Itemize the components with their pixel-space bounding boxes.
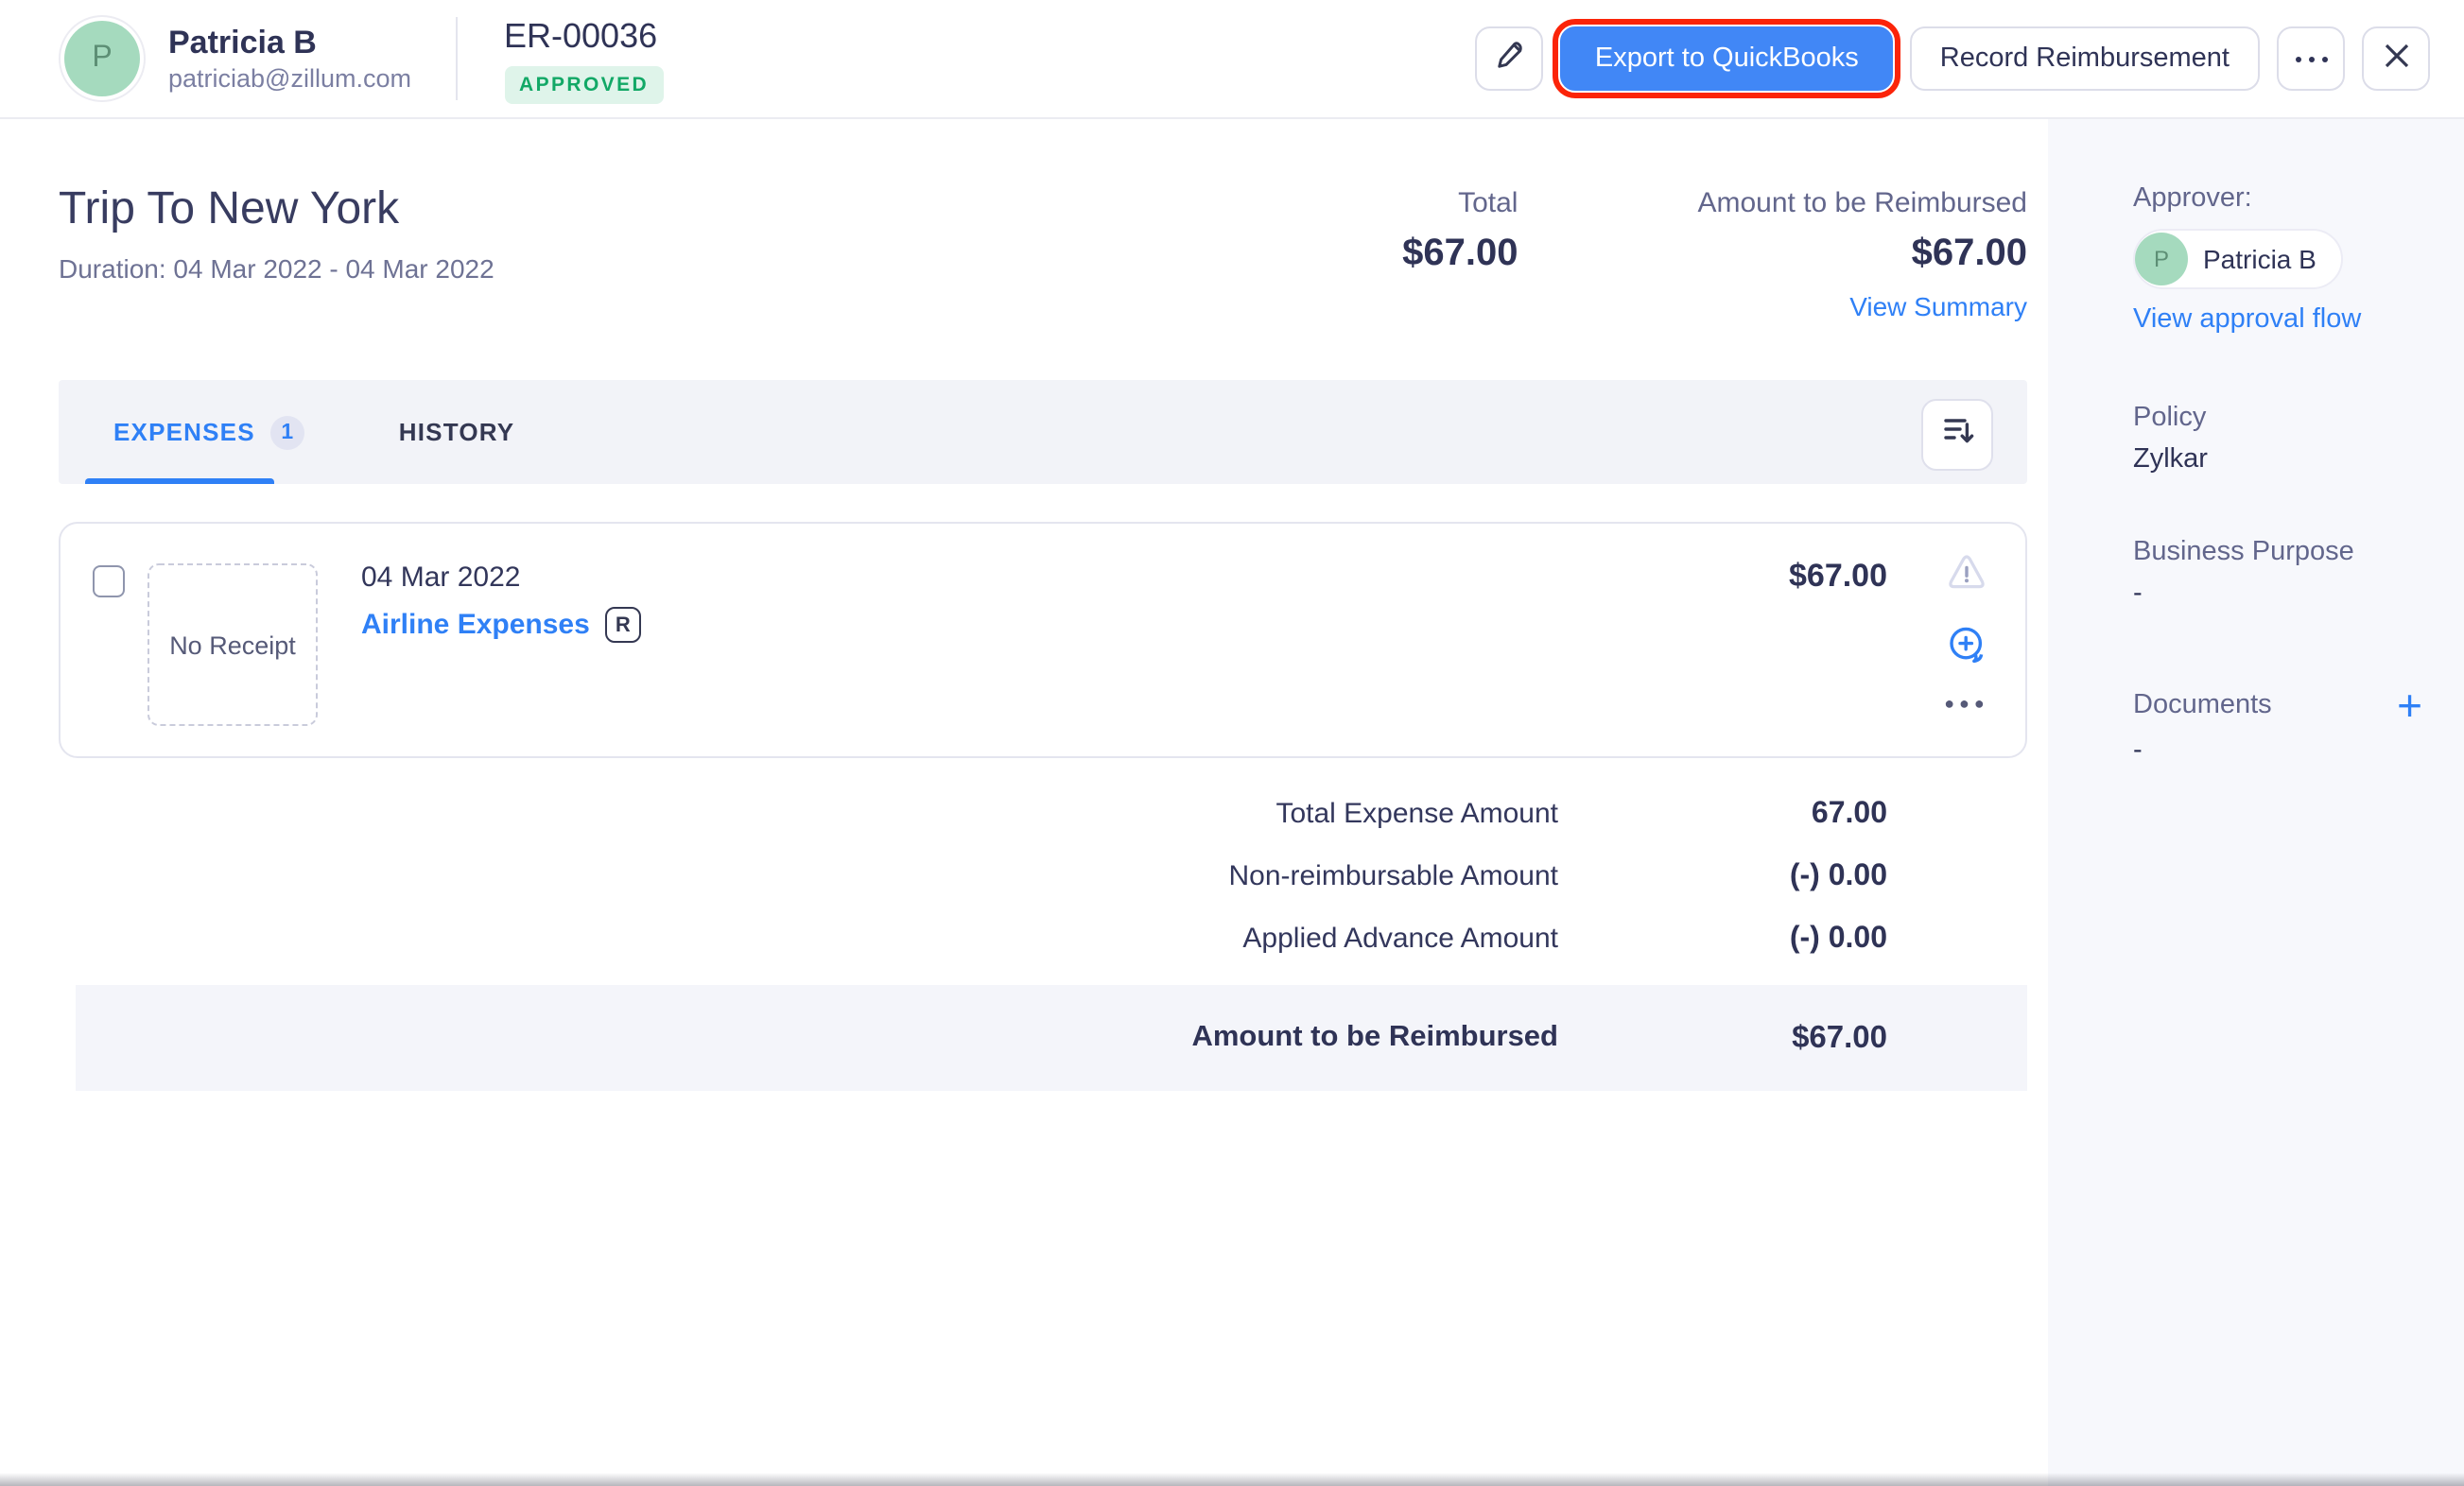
documents-label: Documents bbox=[2133, 690, 2272, 720]
ellipsis-icon bbox=[2295, 56, 2327, 61]
reimburse-block: Amount to be Reimbursed $67.00 View Summ… bbox=[1697, 185, 2027, 321]
expense-checkbox[interactable] bbox=[93, 565, 125, 597]
user-name: Patricia B bbox=[168, 24, 317, 60]
divider bbox=[455, 17, 457, 100]
band-label: Amount to be Reimbursed bbox=[1191, 1021, 1558, 1053]
active-tab-underline bbox=[85, 478, 274, 484]
report-sidebar: Approver: P Patricia B View approval flo… bbox=[2048, 119, 2464, 1486]
amount-to-be-reimbursed-value: $67.00 bbox=[1911, 233, 2027, 274]
total-label: Total bbox=[1458, 187, 1518, 219]
report-title: Trip To New York bbox=[59, 183, 400, 234]
documents-value: - bbox=[2133, 735, 2143, 766]
total-block: Total $67.00 bbox=[1402, 185, 1518, 321]
approver-name: Patricia B bbox=[2203, 244, 2317, 274]
policy-label: Policy bbox=[2133, 403, 2207, 433]
amount-to-be-reimbursed-band: Amount to be Reimbursed $67.00 bbox=[76, 985, 2027, 1091]
export-to-quickbooks-button[interactable]: Export to QuickBooks bbox=[1553, 19, 1900, 98]
summary-label: Total Expense Amount bbox=[1275, 798, 1558, 830]
status-badge: APPROVED bbox=[504, 65, 665, 103]
approver-pill: P Patricia B bbox=[2133, 229, 2343, 289]
expenses-count-badge: 1 bbox=[269, 415, 304, 449]
view-approval-flow-link[interactable]: View approval flow bbox=[2133, 304, 2362, 335]
summary-value: (-) 0.00 bbox=[1789, 860, 1887, 892]
summary-label: Applied Advance Amount bbox=[1242, 923, 1558, 955]
policy-value: Zylkar bbox=[2133, 444, 2208, 475]
band-value: $67.00 bbox=[1792, 1020, 1887, 1054]
edit-button[interactable] bbox=[1475, 26, 1544, 91]
business-purpose-value: - bbox=[2133, 579, 2143, 609]
sort-descending-icon bbox=[1939, 412, 1975, 458]
expense-row: No Receipt 04 Mar 2022 Airline Expenses … bbox=[59, 522, 2027, 758]
close-icon bbox=[2382, 41, 2410, 77]
reimbursable-badge: R bbox=[604, 607, 641, 643]
expense-amount: $67.00 bbox=[1789, 558, 1887, 594]
sort-button[interactable] bbox=[1921, 399, 1993, 471]
user-email: patriciab@zillum.com bbox=[168, 63, 411, 92]
summary-value: 67.00 bbox=[1811, 798, 1887, 830]
approver-label: Approver: bbox=[2133, 183, 2252, 214]
tab-expenses[interactable]: EXPENSES 1 bbox=[87, 380, 331, 484]
avatar-initial: P bbox=[92, 42, 113, 74]
report-id: ER-00036 bbox=[504, 16, 658, 54]
warning-triangle-icon bbox=[1944, 550, 1989, 605]
summary-section: Total Expense Amount 67.00 Non-reimbursa… bbox=[59, 798, 2027, 957]
add-comment-icon[interactable] bbox=[1944, 622, 1989, 677]
record-reimbursement-button[interactable]: Record Reimbursement bbox=[1909, 26, 2260, 91]
total-value: $67.00 bbox=[1402, 233, 1518, 274]
pencil-icon bbox=[1494, 39, 1526, 78]
close-button[interactable] bbox=[2362, 26, 2430, 91]
tab-history-label: HISTORY bbox=[398, 418, 515, 446]
no-receipt-label: No Receipt bbox=[169, 631, 296, 659]
row-more-actions[interactable]: ●●● bbox=[1944, 694, 1989, 713]
report-detail-panel: Trip To New York Duration: 04 Mar 2022 -… bbox=[0, 119, 2048, 1486]
more-actions-button[interactable] bbox=[2277, 26, 2345, 91]
bottom-shade bbox=[0, 1473, 2464, 1486]
summary-label: Non-reimbursable Amount bbox=[1228, 860, 1558, 892]
expense-category-link[interactable]: Airline Expenses bbox=[361, 609, 590, 641]
tab-expenses-label: EXPENSES bbox=[113, 418, 255, 446]
add-document-button[interactable]: + bbox=[2397, 681, 2422, 730]
expense-date: 04 Mar 2022 bbox=[361, 562, 521, 594]
no-receipt-box[interactable]: No Receipt bbox=[147, 563, 318, 726]
approver-avatar: P bbox=[2135, 233, 2188, 285]
report-duration: Duration: 04 Mar 2022 - 04 Mar 2022 bbox=[59, 253, 495, 284]
amount-to-be-reimbursed-label: Amount to be Reimbursed bbox=[1697, 187, 2027, 219]
business-purpose-label: Business Purpose bbox=[2133, 537, 2354, 567]
report-header: P Patricia B patriciab@zillum.com ER-000… bbox=[0, 0, 2464, 119]
summary-value: (-) 0.00 bbox=[1789, 923, 1887, 955]
tab-history[interactable]: HISTORY bbox=[373, 380, 542, 484]
view-summary-link[interactable]: View Summary bbox=[1849, 291, 2027, 321]
tab-bar: EXPENSES 1 HISTORY bbox=[59, 380, 2027, 484]
submitter-info: P Patricia B patriciab@zillum.com ER-000… bbox=[64, 14, 665, 103]
avatar: P bbox=[64, 21, 140, 96]
